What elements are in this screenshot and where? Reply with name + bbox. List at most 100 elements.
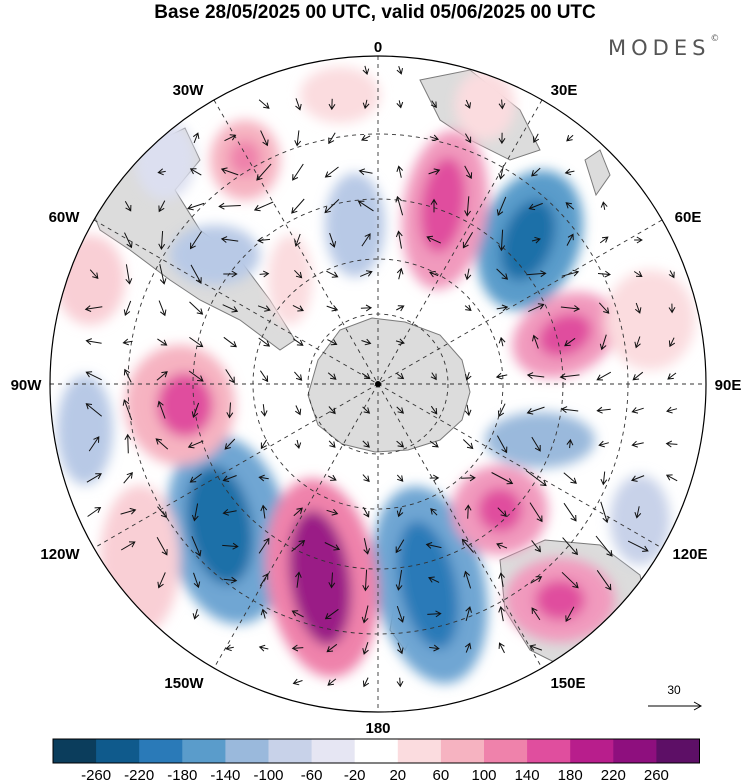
wind-arrow <box>357 200 374 212</box>
wind-arrow <box>565 606 575 623</box>
wind-arrow <box>225 369 235 384</box>
wind-arrow <box>600 471 608 486</box>
colorbar-tick-label: 140 <box>515 767 540 783</box>
wind-arrow <box>326 643 338 653</box>
wind-arrow <box>191 503 199 522</box>
wind-arrow <box>430 508 438 516</box>
madagascar <box>584 149 611 197</box>
wind-arrow <box>462 232 474 249</box>
wind-arrow <box>496 268 509 280</box>
wind-arrow <box>259 573 269 587</box>
wind-arrow <box>291 198 305 214</box>
wind-arrow <box>560 406 579 413</box>
wind-arrow <box>191 402 200 419</box>
wind-arrow <box>429 270 439 278</box>
colorbar-swatch <box>182 739 226 763</box>
wind-arrow <box>631 440 644 448</box>
wind-arrow <box>120 507 137 515</box>
wind-arrow <box>124 232 133 249</box>
wind-arrow <box>461 538 474 553</box>
colorbar-swatch <box>268 739 313 763</box>
wind-arrow <box>362 677 370 688</box>
wind-arrow <box>668 303 676 314</box>
wind-arrow <box>324 608 339 620</box>
wind-arrow <box>324 166 339 178</box>
wind-arrow <box>396 406 405 414</box>
wind-arrow <box>123 300 132 317</box>
colorbar-frame <box>52 738 700 764</box>
wind-arrow <box>396 677 404 688</box>
wind-arrow <box>461 474 476 482</box>
wind-arrow <box>193 572 201 589</box>
wind-arrow <box>464 268 472 281</box>
wind-arrow <box>599 236 609 244</box>
wind-arrow <box>157 400 166 419</box>
wind-arrow <box>260 504 268 519</box>
wind-arrow <box>328 440 336 448</box>
wind-arrow <box>631 407 644 414</box>
wind-arrow <box>158 300 167 317</box>
wind-arrow <box>531 540 541 553</box>
anomaly-blobs <box>55 67 695 684</box>
wind-arrow <box>192 609 200 620</box>
wind-arrow <box>361 605 369 624</box>
wind-arrow <box>526 372 545 379</box>
pos-anomaly-5e <box>300 67 380 123</box>
wind-arrow <box>396 474 404 482</box>
wind-arrow <box>260 130 269 147</box>
wind-arrow <box>561 571 579 589</box>
wind-arrow <box>429 644 440 652</box>
wind-arrow <box>429 474 440 482</box>
wind-arrow <box>258 337 271 347</box>
wind-arrow <box>526 270 547 278</box>
wind-arrow <box>361 233 371 247</box>
colorbar-swatch <box>613 739 657 763</box>
wind-arrow <box>87 506 102 517</box>
wind-arrow <box>156 536 168 556</box>
wind-arrow <box>362 440 370 448</box>
wind-arrow <box>327 339 338 346</box>
reference-vector-label: 30 <box>667 683 681 697</box>
wind-arrow <box>491 472 514 485</box>
wind-arrow <box>532 334 539 349</box>
wind-arrow <box>665 474 678 482</box>
wind-arrow <box>224 134 237 142</box>
wind-arrow <box>85 403 103 417</box>
map-border <box>49 55 707 713</box>
wind-arrow <box>326 270 339 278</box>
wind-arrow <box>159 264 167 285</box>
colorbar-tick-label: -180 <box>167 767 197 783</box>
wind-arrow <box>464 304 472 312</box>
wind-arrow <box>531 607 541 621</box>
neg-anomaly-100e <box>485 412 595 468</box>
wind-arrow <box>362 99 370 110</box>
wind-arrow <box>596 406 611 414</box>
colorbar-swatch <box>527 739 571 763</box>
wind-arrow <box>397 642 404 655</box>
wind-arrow <box>257 236 271 244</box>
wind-arrow <box>360 304 373 312</box>
wind-arrow <box>257 305 271 312</box>
wind-arrow <box>293 507 303 517</box>
wind-arrow <box>495 372 508 380</box>
wind-arrow <box>291 610 304 618</box>
wind-arrow <box>253 201 274 212</box>
wind-arrow <box>360 270 373 277</box>
wind-arrow <box>358 168 373 176</box>
wind-arrow <box>291 644 304 652</box>
wind-arrow <box>292 304 304 312</box>
wind-arrow <box>295 571 302 588</box>
lon-label-60w: 60W <box>49 209 81 226</box>
wind-arrow <box>463 570 472 589</box>
wind-arrow <box>85 371 102 381</box>
wind-arrow <box>362 474 370 483</box>
antarctica <box>307 317 471 453</box>
colorbar-swatch <box>311 739 356 763</box>
wind-arrow <box>462 439 474 450</box>
wind-arrow <box>258 474 269 482</box>
wind-arrow <box>531 236 541 244</box>
wind-arrow <box>157 572 166 589</box>
wind-arrow <box>85 338 102 345</box>
wind-arrow <box>189 168 202 176</box>
